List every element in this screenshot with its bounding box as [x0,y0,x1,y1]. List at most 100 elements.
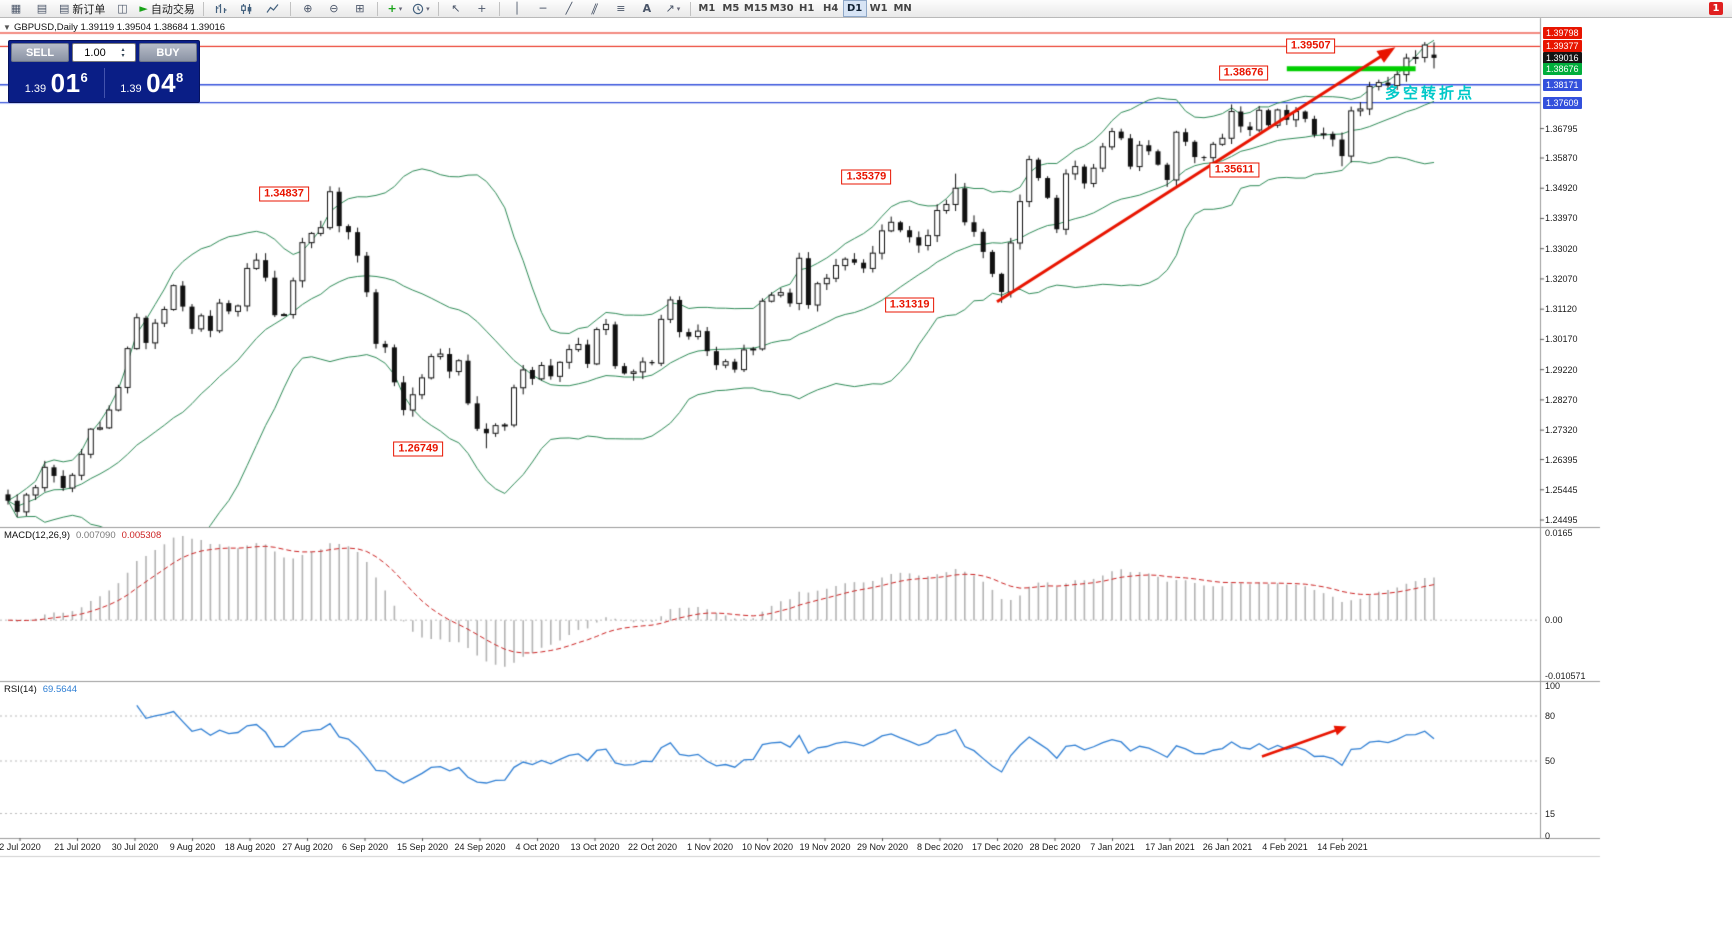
candlestick-mode-icon[interactable] [235,0,259,18]
price-level-badge: 1.39016 [1543,51,1582,64]
price-axis-label: 1.33020 [1545,243,1578,254]
toolbar-separator [498,1,500,16]
periods-icon[interactable]: ▾ [409,0,433,18]
tile-windows-icon[interactable]: ⊞ [355,2,365,15]
date-axis-label: 29 Nov 2020 [856,842,909,852]
chinese-note-text: 多空转折点 [1385,85,1476,102]
date-axis-label: 19 Nov 2020 [799,842,851,852]
date-axis-label: 18 Aug 2020 [224,842,276,852]
price-callout-label: 1.34837 [259,186,309,202]
volume-increase-icon[interactable]: ▴ [121,46,125,53]
toolbar-separator [689,1,691,16]
price-divider [103,68,105,98]
vertical-line-icon[interactable]: │ [513,2,521,15]
rsi-value: 69.5644 [42,684,78,695]
price-axis-label: 1.24495 [1545,515,1578,525]
new-chart-icon[interactable]: ▦ [10,2,22,15]
chart-ohlc-title: GBPUSD,Daily 1.39119 1.39504 1.38684 1.3… [14,22,226,33]
trendline-icon[interactable]: ╱ [565,2,573,15]
price-axis-label: 1.32070 [1545,273,1578,284]
horizontal-line-icon[interactable]: ─ [539,2,547,15]
date-axis-label: 6 Sep 2020 [341,842,389,852]
price-axis-label: 1.30170 [1545,334,1578,345]
price-level-badge: 1.39377 [1543,40,1582,53]
timeframe-button-m15[interactable]: M15 [743,3,768,14]
timeframe-button-w1[interactable]: W1 [869,3,888,14]
indicators-icon[interactable]: + ▾ [387,2,403,15]
date-axis-label: 24 Sep 2020 [454,842,506,852]
crosshair-icon[interactable]: + [477,2,487,15]
price-axis-label: 1.31120 [1545,304,1577,315]
macd-main-value: 0.007090 [76,530,116,541]
timeframe-button-m30[interactable]: M30 [769,3,794,14]
text-icon[interactable]: A [642,2,652,15]
timeframe-button-mn[interactable]: MN [893,3,912,14]
market-watch-icon[interactable]: ◫ [117,2,128,15]
rsi-indicator-label: RSI(14) 69.5644 [4,684,78,695]
date-axis-label: 4 Feb 2021 [1262,842,1308,852]
price-axis-label: 1.28270 [1545,394,1578,405]
price-level-badge: 1.37609 [1543,96,1582,109]
price-axis-label: 1.36795 [1545,123,1578,134]
bar-chart-mode-icon[interactable] [209,0,233,18]
rsi-scale-label: 50 [1545,756,1556,766]
date-axis-label: 30 Jul 2020 [111,842,159,852]
date-axis-label: 10 Nov 2020 [741,842,794,852]
date-axis-label: 4 Oct 2020 [515,842,560,852]
one-click-collapse-icon[interactable]: ▼ [3,23,11,32]
date-axis-label: 15 Sep 2020 [396,842,449,852]
toolbar-separator [202,1,204,16]
macd-signal-value: 0.005308 [121,530,162,541]
macd-scale-label: 0.00 [1545,615,1563,626]
toolbar-separator [289,1,291,16]
cursor-icon[interactable]: ↖ [451,2,461,15]
price-axis-label: 1.29220 [1545,364,1578,375]
sell-button[interactable]: SELL [11,43,69,62]
price-callout-label: 1.38676 [1218,65,1269,81]
volume-field: ▴ ▾ [72,43,136,62]
date-axis-label: 26 Jan 2021 [1202,842,1253,852]
zoom-in-icon[interactable]: ⊕ [303,2,313,15]
date-axis-label: 13 Oct 2020 [570,842,620,852]
price-axis-label: 1.35870 [1545,153,1578,163]
date-axis-label: 22 Oct 2020 [627,842,678,852]
profiles-icon[interactable]: ▤ [36,2,48,15]
price-axis-label: 1.34920 [1545,183,1578,194]
channel-icon[interactable]: ∥ [589,2,601,15]
date-axis-label: 9 Aug 2020 [169,842,216,852]
date-axis-label: 17 Jan 2021 [1145,842,1195,852]
one-click-trading-panel: SELL ▴ ▾ BUY 1.39 016 1.39 048 [8,40,200,103]
notification-badge[interactable]: 1 [1709,2,1723,15]
macd-scale-label: -0.010571 [1545,671,1586,681]
timeframe-button-d1[interactable]: D1 [842,0,867,17]
buy-button[interactable]: BUY [139,43,197,62]
toolbar-separator [437,1,439,16]
rsi-scale-label: 100 [1545,681,1561,691]
main-toolbar: ▦ ▤ ▤ 新订单 ◫ ► 自动交易 ⊕ ⊖ ⊞ + ▾ ▾ ↖ + │ ─ ╱ ∥ ≡ A ↗ ▾ M1 M5 M15 M30 H1… [0,0,1732,18]
date-axis-label: 2 Jul 2020 [0,842,41,852]
date-axis-label: 8 Dec 2020 [916,842,964,852]
date-axis-label: 21 Jul 2020 [54,842,101,852]
volume-input[interactable] [73,46,117,59]
zoom-out-icon[interactable]: ⊖ [329,2,339,15]
line-chart-mode-icon[interactable] [261,0,285,18]
timeframe-button-h4[interactable]: H4 [822,3,839,14]
volume-decrease-icon[interactable]: ▾ [121,52,125,59]
autotrading-button[interactable]: ► 自动交易 [139,2,195,16]
date-axis-label: 7 Jan 2021 [1090,842,1135,852]
timeframe-button-h1[interactable]: H1 [798,3,815,14]
arrow-tools-icon[interactable]: ↗ ▾ [665,2,681,15]
timeframe-button-m1[interactable]: M1 [698,3,716,14]
price-level-badge: 1.38171 [1543,78,1582,91]
toolbar-separator [376,1,378,16]
sell-price: 1.39 016 [24,67,88,98]
new-order-button[interactable]: ▤ 新订单 [59,2,106,16]
date-axis-label: 1 Nov 2020 [686,842,734,852]
fibonacci-icon[interactable]: ≡ [616,2,626,15]
timeframe-button-m5[interactable]: M5 [722,3,740,14]
rsi-scale-label: 0 [1545,831,1551,841]
price-axis-label: 1.25445 [1545,484,1578,495]
date-axis-label: 27 Aug 2020 [282,842,333,852]
